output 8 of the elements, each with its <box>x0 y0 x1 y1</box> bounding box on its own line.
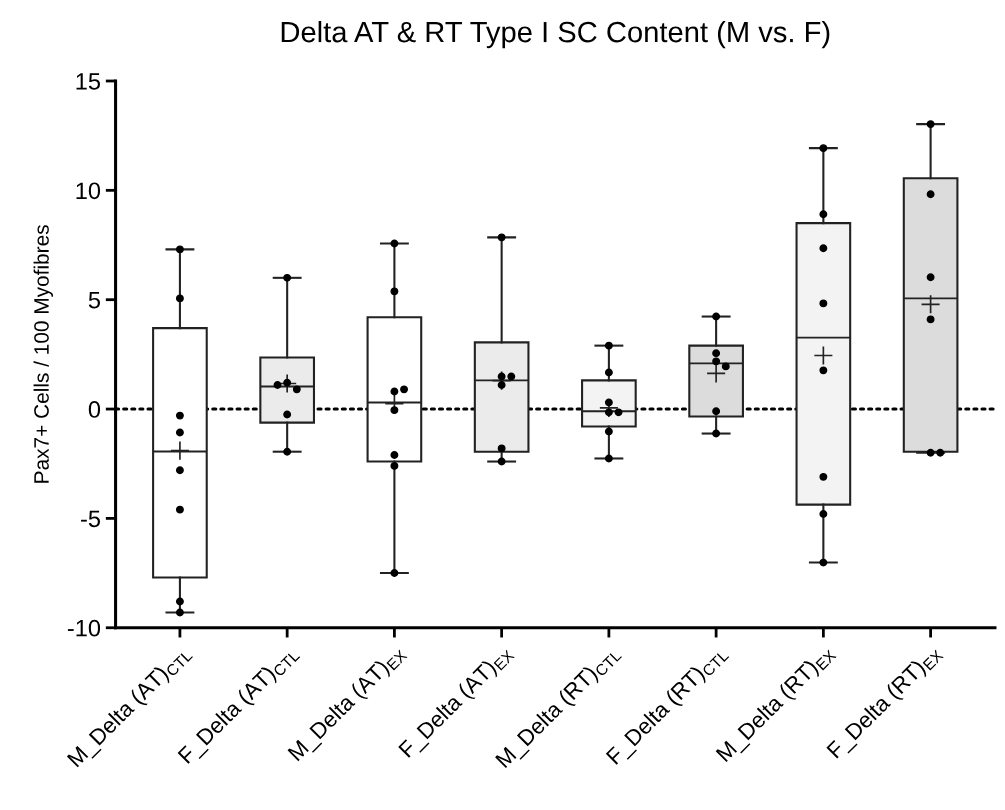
y-tick-label: -10 <box>67 619 101 637</box>
y-tick-label: 5 <box>88 292 100 309</box>
y-tick-label: 10 <box>76 182 101 200</box>
y-tick-label: -5 <box>81 510 100 528</box>
y-tick-label: 0 <box>88 401 101 418</box>
chart-title: Delta AT & RT Type I SC Content (M vs. F) <box>281 20 830 49</box>
y-axis-title: Pax7+ Cells / 100 Myofibres <box>33 225 53 483</box>
y-tick-label: 15 <box>76 73 100 90</box>
